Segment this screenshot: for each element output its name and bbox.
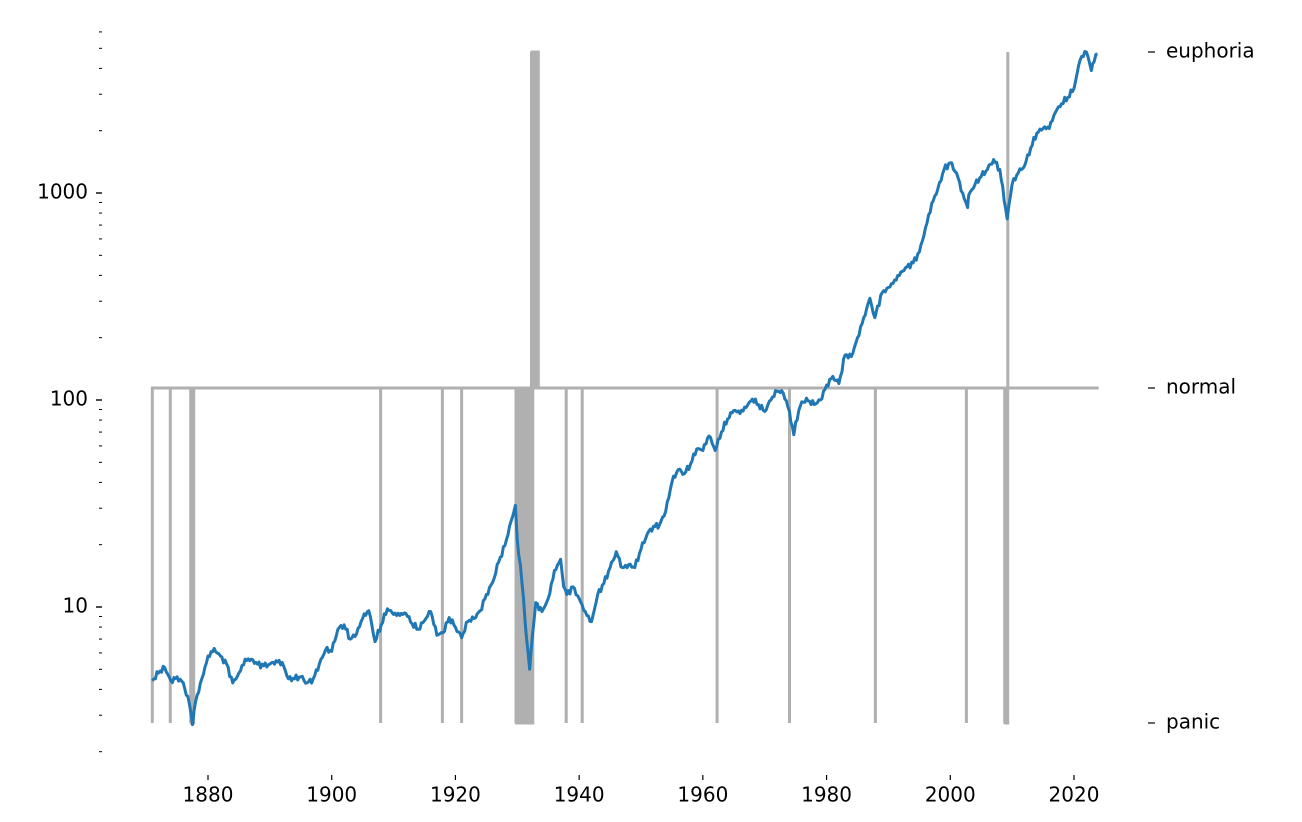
y-tick-label: 1000 bbox=[37, 180, 88, 204]
y-tick-label: 10 bbox=[63, 594, 88, 618]
x-tick-label: 2020 bbox=[1049, 783, 1100, 807]
x-tick-label: 1960 bbox=[677, 783, 728, 807]
price-series-layer bbox=[151, 50, 1098, 727]
x-tick-label: 1980 bbox=[801, 783, 852, 807]
regime-line bbox=[150, 50, 1099, 725]
x-tick-label: 2000 bbox=[925, 783, 976, 807]
regime-label-euphoria: euphoria bbox=[1166, 39, 1255, 63]
x-tick-label: 1940 bbox=[554, 783, 605, 807]
x-tick-label: 1920 bbox=[430, 783, 481, 807]
y-axis-right: panic normal euphoria bbox=[1148, 39, 1255, 734]
x-tick-label: 1900 bbox=[306, 783, 357, 807]
y-tick-label: 100 bbox=[50, 387, 88, 411]
regime-series-layer bbox=[150, 50, 1099, 725]
price-line bbox=[151, 50, 1098, 727]
x-tick-label: 1880 bbox=[183, 783, 234, 807]
x-axis: 1880 1900 1920 1940 1960 1980 2000 2020 bbox=[183, 775, 1100, 807]
regime-label-normal: normal bbox=[1166, 375, 1236, 399]
regime-label-panic: panic bbox=[1166, 710, 1220, 734]
y-axis-left: 10 100 1000 bbox=[37, 31, 102, 753]
